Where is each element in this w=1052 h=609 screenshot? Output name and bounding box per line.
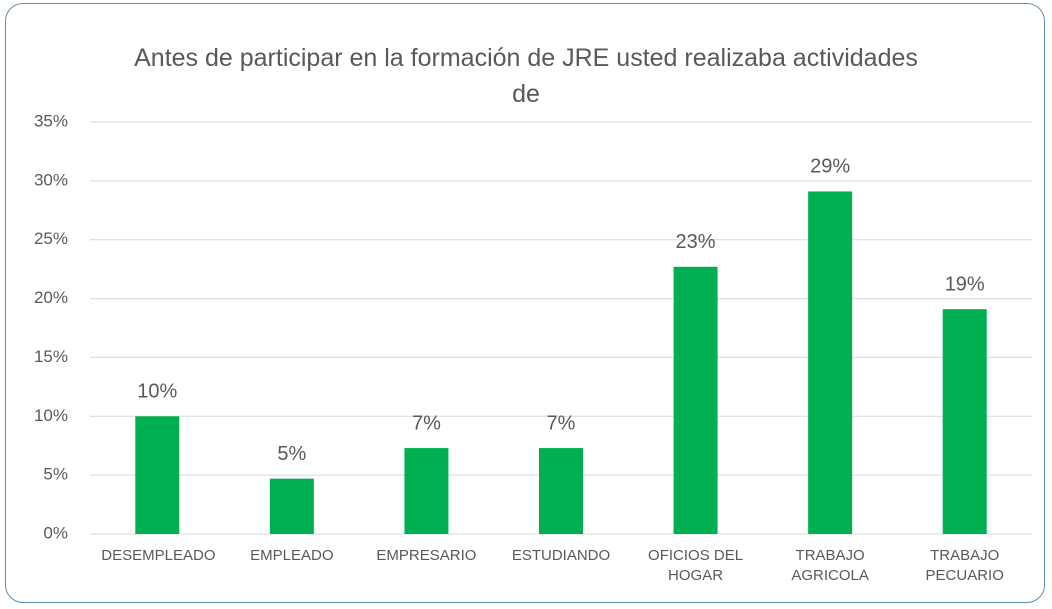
bar bbox=[539, 448, 583, 534]
y-tick-label: 25% bbox=[34, 229, 68, 248]
data-label: 10% bbox=[137, 381, 177, 403]
x-tick-label: ESTUDIANDO bbox=[511, 547, 611, 564]
y-tick-label: 35% bbox=[34, 111, 68, 130]
x-tick-label: EMPLEADO bbox=[250, 547, 334, 564]
y-tick-label: 10% bbox=[34, 406, 68, 425]
bar bbox=[135, 416, 180, 534]
data-label: 19% bbox=[945, 273, 985, 295]
x-tick-label: EMPRESARIO bbox=[376, 547, 477, 564]
y-tick-label: 15% bbox=[34, 347, 68, 366]
y-tick-label: 20% bbox=[34, 288, 68, 307]
y-tick-label: 0% bbox=[43, 523, 68, 542]
chart-title: Antes de participar en la formación de J… bbox=[134, 44, 918, 108]
data-label: 23% bbox=[676, 231, 716, 253]
y-tick-label: 5% bbox=[43, 465, 68, 484]
data-label: 7% bbox=[412, 412, 441, 434]
bar bbox=[942, 309, 987, 534]
x-tick-label: TRABAJO PECUARIO bbox=[925, 547, 1004, 584]
x-tick-label: TRABAJO AGRICOLA bbox=[791, 547, 869, 584]
data-label: 29% bbox=[810, 156, 850, 178]
bar bbox=[673, 266, 718, 534]
chart-frame bbox=[5, 3, 1045, 603]
bar bbox=[269, 478, 314, 534]
data-label: 5% bbox=[277, 443, 306, 465]
y-tick-label: 30% bbox=[34, 170, 68, 189]
x-tick-label: DESEMPLEADO bbox=[101, 547, 216, 564]
data-label: 7% bbox=[547, 412, 576, 434]
bar bbox=[808, 191, 853, 535]
bar bbox=[404, 448, 449, 534]
x-tick-label: OFICIOS DEL HOGAR bbox=[648, 547, 744, 584]
